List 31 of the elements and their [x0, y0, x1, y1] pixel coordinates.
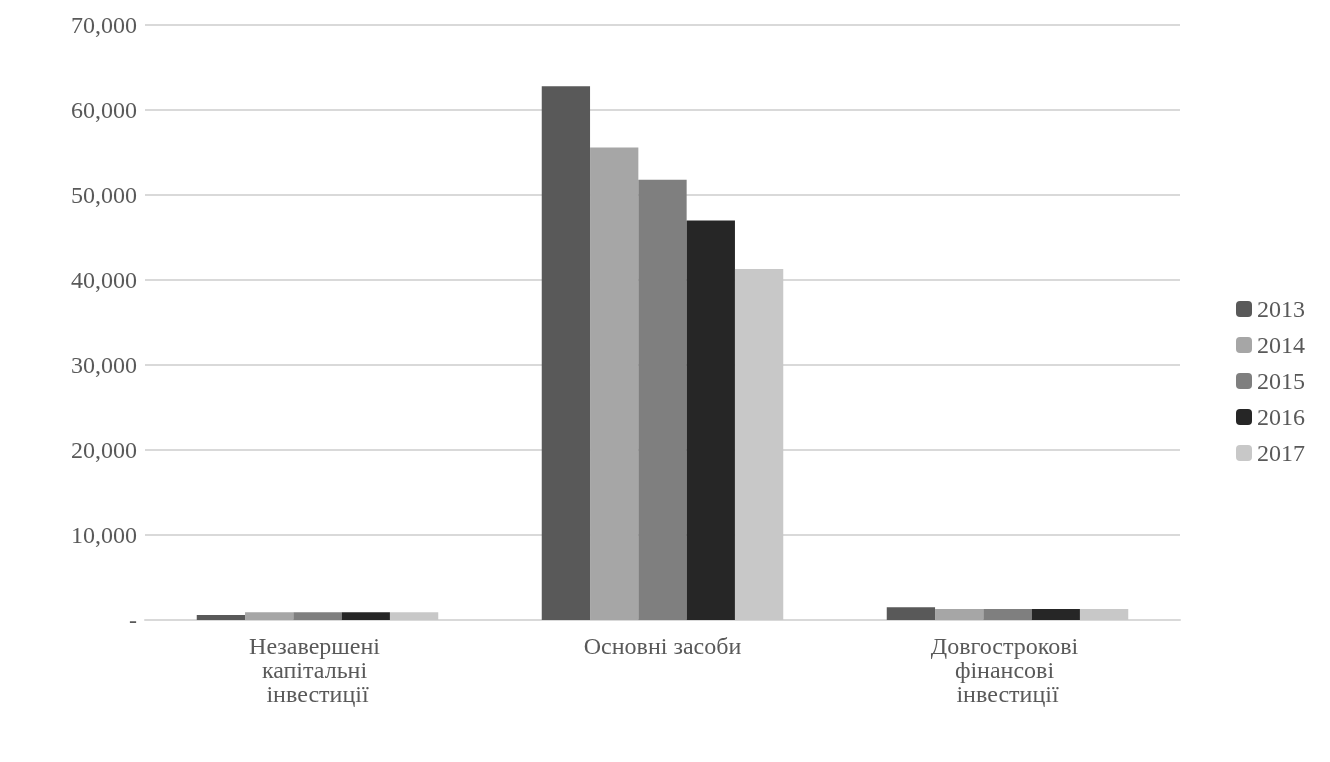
y-tick-label: 50,000: [71, 182, 137, 208]
bar: [1079, 608, 1129, 620]
bar: [1031, 608, 1080, 620]
y-tick-label: 30,000: [71, 352, 137, 378]
x-tick-label: Незавершені капітальні інвестиції: [249, 633, 386, 707]
x-tick-label: Основні засоби: [583, 633, 742, 659]
legend-label: 2017: [1257, 440, 1305, 466]
bar: [886, 607, 936, 620]
y-tick-label: 70,000: [71, 12, 137, 38]
y-tick-label: 20,000: [71, 437, 137, 463]
bar: [389, 612, 439, 620]
y-tick-label: 60,000: [71, 97, 137, 123]
y-tick-label: 40,000: [71, 267, 137, 293]
bar: [686, 220, 735, 620]
legend-label: 2016: [1257, 404, 1305, 430]
legend-label: 2013: [1257, 296, 1305, 322]
bar: [196, 614, 246, 620]
bar: [245, 612, 294, 620]
legend-label: 2015: [1257, 368, 1305, 394]
bar: [590, 147, 639, 620]
bar: [541, 86, 591, 620]
bar: [734, 268, 784, 620]
bar: [935, 608, 984, 620]
y-tick-label: -: [129, 607, 137, 633]
bar: [293, 612, 342, 620]
y-tick-label: 10,000: [71, 522, 137, 548]
x-tick-label: Довгострокові фінансові інвестиції: [930, 633, 1085, 707]
bar: [341, 612, 390, 620]
bar: [638, 179, 687, 620]
legend-label: 2014: [1257, 332, 1305, 358]
bar: [983, 608, 1032, 620]
